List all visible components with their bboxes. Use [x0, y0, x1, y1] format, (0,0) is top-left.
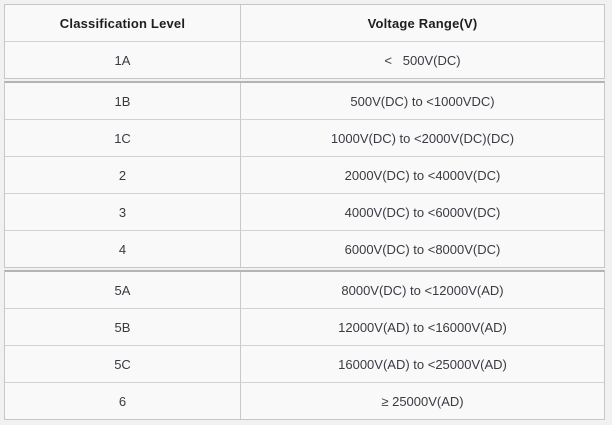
range-cell: 16000V(AD) to <25000V(AD)	[240, 346, 604, 382]
level-cell: 1B	[114, 93, 131, 109]
range-cell: 4000V(DC) to <6000V(DC)	[240, 194, 604, 230]
table-row: 5A 8000V(DC) to <12000V(AD)	[5, 272, 604, 308]
level-cell: 5A	[114, 282, 131, 298]
level-cell: 3	[118, 204, 127, 220]
range-cell: 500V(DC) to <1000VDC)	[240, 83, 604, 119]
level-cell: 5C	[114, 356, 131, 372]
table-section-2: 1B 500V(DC) to <1000VDC) 1C 1000V(DC) to…	[4, 81, 605, 268]
header-cell-classification-level: Classification Level	[59, 15, 186, 31]
table-section-1: Classification Level Voltage Range(V) 1A…	[4, 4, 605, 79]
level-cell: 1C	[114, 130, 131, 146]
table-row: 6 ≥ 25000V(AD)	[5, 382, 604, 419]
table-row: 1B 500V(DC) to <1000VDC)	[5, 83, 604, 119]
table-row: 5B 12000V(AD) to <16000V(AD)	[5, 308, 604, 345]
table-row: 5C 16000V(AD) to <25000V(AD)	[5, 345, 604, 382]
level-cell: 4	[118, 241, 127, 257]
range-cell: 8000V(DC) to <12000V(AD)	[240, 272, 604, 308]
level-cell: 2	[118, 167, 127, 183]
range-cell: ≥ 25000V(AD)	[240, 383, 604, 419]
level-cell: 1A	[114, 52, 131, 68]
range-cell: 2000V(DC) to <4000V(DC)	[240, 157, 604, 193]
table-row: 2 2000V(DC) to <4000V(DC)	[5, 156, 604, 193]
table-row: 1A < 500V(DC)	[5, 41, 604, 78]
table-row: 4 6000V(DC) to <8000V(DC)	[5, 230, 604, 267]
header-cell-voltage-range: Voltage Range(V)	[240, 5, 604, 41]
range-cell: 6000V(DC) to <8000V(DC)	[240, 231, 604, 267]
table-row: 1C 1000V(DC) to <2000V(DC)(DC)	[5, 119, 604, 156]
table-section-3: 5A 8000V(DC) to <12000V(AD) 5B 12000V(AD…	[4, 270, 605, 420]
table-row: 3 4000V(DC) to <6000V(DC)	[5, 193, 604, 230]
classification-voltage-table: Classification Level Voltage Range(V) 1A…	[4, 4, 605, 420]
level-cell: 5B	[114, 319, 131, 335]
range-cell: 1000V(DC) to <2000V(DC)(DC)	[240, 120, 604, 156]
level-cell: 6	[118, 393, 127, 409]
header-row: Classification Level Voltage Range(V)	[5, 5, 604, 41]
range-cell: 12000V(AD) to <16000V(AD)	[240, 309, 604, 345]
range-cell: < 500V(DC)	[240, 42, 604, 78]
